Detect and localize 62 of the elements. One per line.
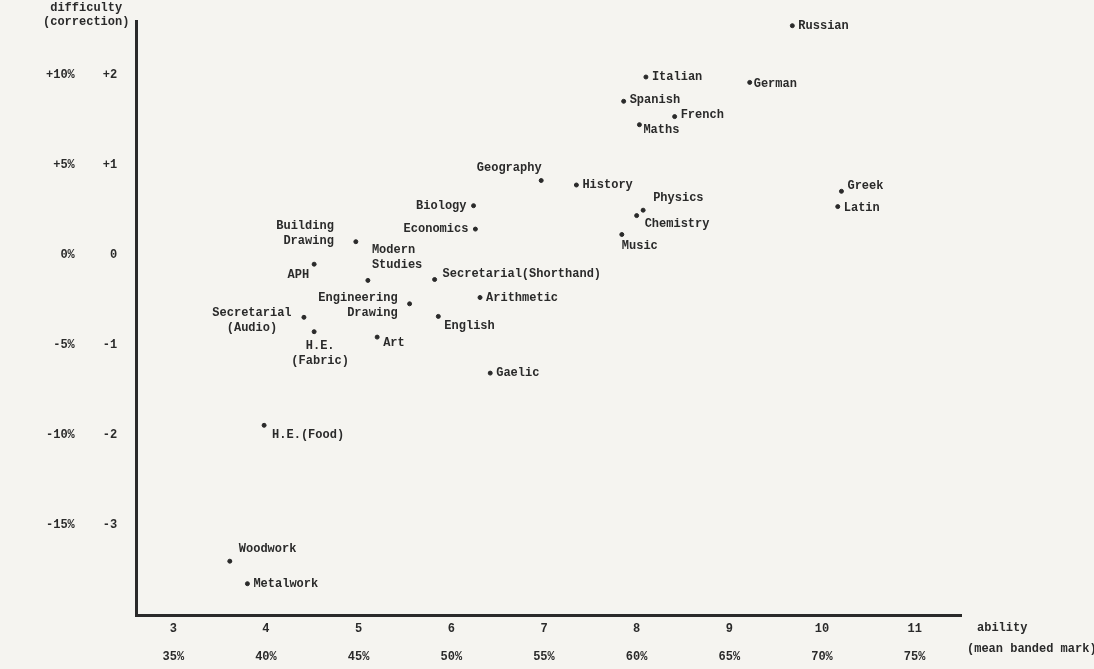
- x-tick-label: 7: [540, 622, 548, 637]
- annotation: Spanish: [629, 93, 681, 108]
- annotation: Woodwork: [238, 542, 297, 557]
- x-axis-title: ability: [977, 621, 1028, 636]
- y2-tick-label: +5%: [53, 158, 76, 173]
- y-tick-label: +1: [102, 158, 118, 173]
- y2-tick-label: -5%: [53, 338, 76, 353]
- x2-tick-label: 35%: [162, 649, 185, 664]
- annotation: Biology: [416, 198, 467, 213]
- annotation: German: [753, 77, 797, 92]
- x2-tick-label: 70%: [811, 649, 834, 664]
- annotation: Geography: [476, 160, 542, 175]
- annotation: Metalwork: [253, 576, 319, 591]
- annotation: Engineering Drawing: [318, 290, 398, 320]
- y2-tick-label: 0%: [60, 248, 76, 263]
- annotation: H.E.(Food): [272, 428, 345, 443]
- x-tick-label: 5: [355, 622, 363, 637]
- annotation: Physics: [653, 191, 704, 206]
- x-tick-label: 10: [814, 622, 830, 637]
- x-tick-label: 9: [725, 622, 733, 637]
- x2-tick-label: 60%: [625, 649, 649, 664]
- x-tick-label: 8: [633, 622, 641, 637]
- y-tick-label: -1: [102, 338, 118, 353]
- y2-tick-label: +10%: [45, 68, 76, 83]
- x2-axis-title: (mean banded mark): [967, 642, 1094, 657]
- y2-tick-label: -10%: [45, 428, 76, 443]
- y2-tick-label: -15%: [45, 518, 76, 533]
- x2-tick-label: 65%: [718, 649, 741, 664]
- annotation: Art: [383, 336, 405, 351]
- y-tick-label: 0: [110, 248, 118, 263]
- annotation: Chemistry: [644, 216, 710, 231]
- x2-tick-label: 40%: [255, 649, 278, 664]
- x-tick-label: 6: [447, 622, 455, 637]
- x2-tick-label: 45%: [347, 649, 371, 664]
- x-tick-label: 3: [169, 622, 177, 637]
- x-tick-label: 4: [262, 622, 270, 637]
- y-tick-label: -2: [102, 428, 118, 443]
- annotation: Gaelic: [496, 366, 540, 381]
- annotation: Greek: [847, 179, 884, 194]
- x-tick-label: 11: [907, 622, 922, 637]
- annotation: Italian: [651, 70, 703, 85]
- x2-tick-label: 75%: [903, 649, 927, 664]
- annotation: History: [582, 178, 633, 193]
- y-tick-label: -3: [102, 518, 118, 533]
- annotation: Latin: [843, 200, 880, 215]
- annotation: Russian: [798, 18, 849, 33]
- annotation: French: [680, 107, 724, 122]
- annotation: Arithmetic: [486, 290, 559, 305]
- annotation: APH: [287, 268, 310, 283]
- annotation: English: [444, 319, 495, 334]
- annotation: H.E. (Fabric): [291, 338, 349, 368]
- y-axis-title: difficulty (correction): [43, 1, 130, 30]
- annotation: Secretarial(Shorthand): [442, 266, 602, 281]
- y-tick-label: +2: [102, 68, 118, 83]
- annotation: Building Drawing: [276, 218, 334, 248]
- annotation: Maths: [643, 122, 680, 137]
- x2-tick-label: 50%: [440, 649, 463, 664]
- annotation: Modern Studies: [371, 243, 423, 273]
- annotation: Economics: [403, 222, 469, 237]
- annotation: Music: [621, 238, 658, 253]
- x2-tick-label: 55%: [533, 649, 556, 664]
- annotation: Secretarial (Audio): [212, 306, 292, 336]
